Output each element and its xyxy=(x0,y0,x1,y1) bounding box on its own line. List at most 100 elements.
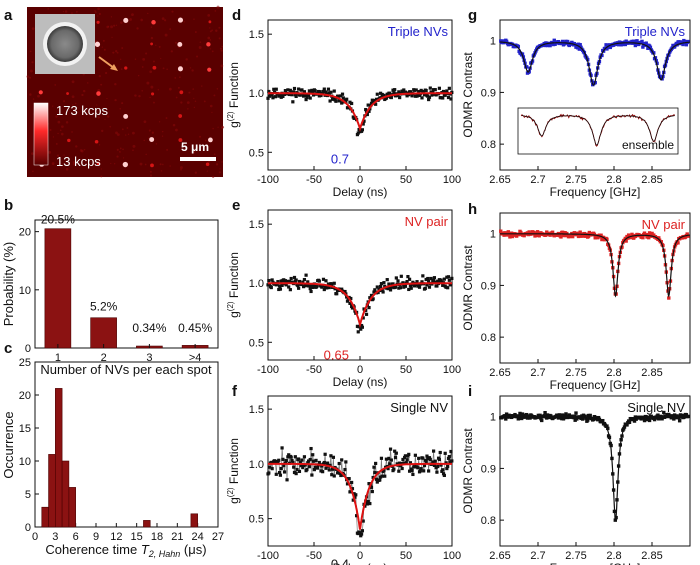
x-tick-label: 2.7 xyxy=(530,367,545,379)
noise-speck xyxy=(31,27,35,31)
data-point xyxy=(347,477,351,481)
noise-speck xyxy=(97,15,99,17)
data-point xyxy=(278,473,283,477)
data-point xyxy=(332,281,336,285)
data-point xyxy=(672,413,677,417)
data-point xyxy=(392,467,396,471)
noise-speck xyxy=(83,148,86,151)
nv-spot xyxy=(179,90,184,95)
data-point xyxy=(307,465,311,469)
noise-speck xyxy=(113,24,116,27)
data-point xyxy=(327,285,331,290)
noise-speck xyxy=(213,94,216,97)
noise-speck xyxy=(48,150,52,154)
data-point xyxy=(686,234,690,238)
data-point xyxy=(306,93,311,97)
noise-speck xyxy=(204,139,207,142)
legend-label: NV pair xyxy=(642,217,686,232)
data-point xyxy=(391,88,395,92)
data-point xyxy=(340,287,344,291)
noise-speck xyxy=(118,150,121,153)
data-point xyxy=(287,92,292,97)
data-point xyxy=(560,413,565,417)
data-point xyxy=(269,460,273,465)
data-point xyxy=(413,94,417,98)
data-point xyxy=(416,466,420,470)
noise-speck xyxy=(111,36,113,38)
noise-speck xyxy=(207,14,211,17)
noise-speck xyxy=(215,163,219,166)
data-point xyxy=(396,279,400,283)
noise-speck xyxy=(71,112,74,115)
data-point xyxy=(417,456,421,460)
data-point xyxy=(279,279,283,283)
data-point xyxy=(667,296,671,300)
data-point xyxy=(393,94,398,98)
noise-speck xyxy=(94,11,97,14)
x-tick-label: 2.85 xyxy=(641,174,662,186)
noise-speck xyxy=(179,76,181,79)
noise-speck xyxy=(150,85,154,89)
y-tick-label: 0.9 xyxy=(481,87,496,99)
data-point xyxy=(350,480,354,485)
data-point xyxy=(380,288,384,292)
data-point xyxy=(605,237,609,241)
noise-speck xyxy=(166,148,169,151)
noise-speck xyxy=(216,5,220,9)
fit-curve xyxy=(500,416,690,521)
data-point xyxy=(305,467,309,472)
data-point xyxy=(277,284,282,288)
data-point xyxy=(291,100,295,104)
noise-speck xyxy=(110,162,112,165)
data-point xyxy=(326,282,331,286)
data-point xyxy=(284,458,288,463)
y-axis-label: Probability (%) xyxy=(1,242,16,327)
legend-label: Triple NVs xyxy=(625,24,686,39)
data-point xyxy=(286,88,290,92)
data-point xyxy=(292,465,296,469)
x-tick-label: 21 xyxy=(171,531,183,543)
data-point xyxy=(295,467,299,472)
arrow-icon xyxy=(98,56,115,69)
y-tick-label: 1 xyxy=(490,229,496,241)
x-tick-label: 3 xyxy=(52,531,58,543)
data-point xyxy=(321,277,326,281)
data-point xyxy=(374,97,379,101)
data-point xyxy=(302,94,306,98)
noise-speck xyxy=(134,94,137,97)
data-point xyxy=(446,275,451,279)
data-point xyxy=(413,453,417,457)
data-point xyxy=(388,286,392,290)
data-point xyxy=(427,456,432,460)
noise-speck xyxy=(149,96,151,99)
data-point xyxy=(441,283,445,287)
noise-speck xyxy=(137,74,140,77)
x-tick-label: 2.8 xyxy=(606,367,621,379)
data-point xyxy=(308,96,312,100)
data-point xyxy=(625,423,629,427)
data-point xyxy=(446,286,450,290)
noise-speck xyxy=(57,120,61,124)
data-point xyxy=(313,465,317,469)
noise-speck xyxy=(153,101,155,104)
data-point xyxy=(437,86,441,90)
noise-speck xyxy=(169,165,171,167)
noise-speck xyxy=(132,131,135,135)
data-point xyxy=(660,417,664,421)
noise-speck xyxy=(219,168,221,170)
noise-speck xyxy=(194,31,197,34)
noise-speck xyxy=(162,67,165,70)
x-tick-label: 2.65 xyxy=(489,174,510,186)
noise-speck xyxy=(192,88,195,90)
data-point xyxy=(340,458,344,462)
noise-speck xyxy=(143,120,147,124)
x-tick-label: 0 xyxy=(357,550,363,562)
noise-speck xyxy=(29,93,32,96)
data-point xyxy=(538,413,542,418)
data-point xyxy=(282,92,287,96)
data-point xyxy=(374,102,378,106)
data-point xyxy=(373,471,377,475)
plot-frame xyxy=(34,361,219,528)
data-point xyxy=(654,416,658,420)
data-point xyxy=(326,461,330,465)
